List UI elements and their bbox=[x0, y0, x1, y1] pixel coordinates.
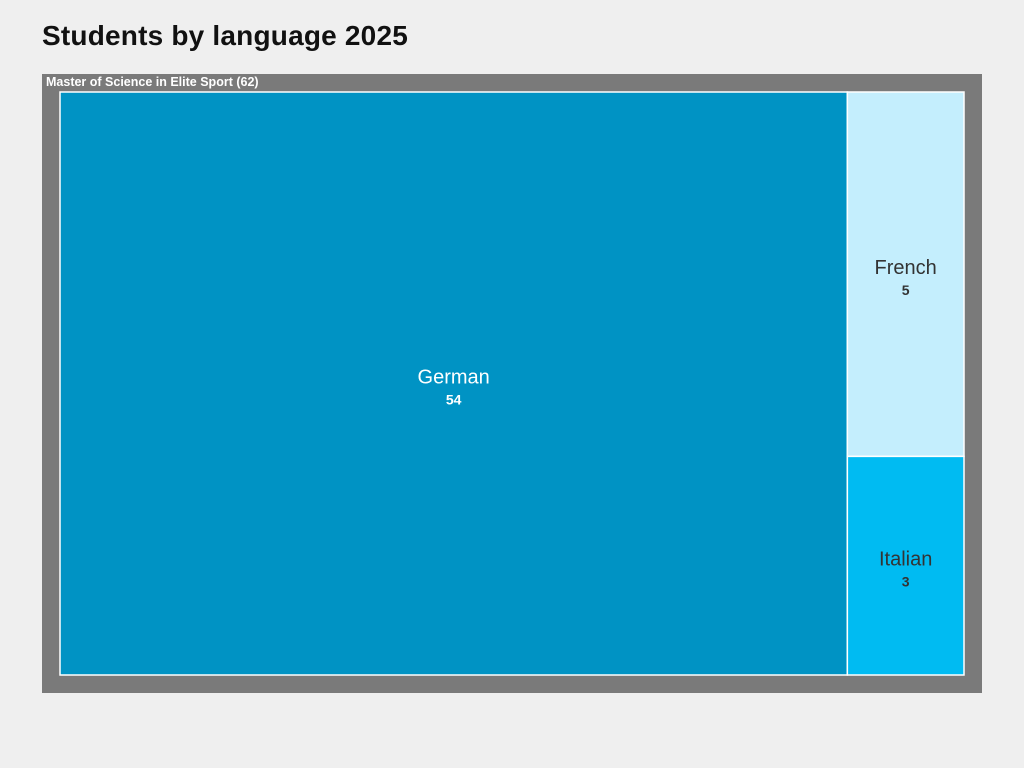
treemap-label-italian: Italian bbox=[879, 549, 932, 571]
treemap-value-french: 5 bbox=[902, 282, 910, 298]
treemap-chart: German 54 French 5 Italian 3 bbox=[59, 91, 965, 676]
treemap-tile-french: French 5 bbox=[846, 91, 965, 458]
treemap-value-italian: 3 bbox=[902, 574, 910, 590]
treemap-group-frame: Master of Science in Elite Sport (62) Ge… bbox=[42, 74, 982, 693]
treemap-rect-italian bbox=[846, 455, 965, 676]
treemap-tile-italian: Italian 3 bbox=[846, 455, 965, 676]
treemap-label-german: German bbox=[418, 367, 490, 389]
treemap-value-german: 54 bbox=[446, 392, 462, 408]
treemap-label-french: French bbox=[875, 257, 937, 279]
treemap-group-label: Master of Science in Elite Sport (62) bbox=[46, 75, 259, 89]
treemap-tile-german: German 54 bbox=[59, 91, 849, 676]
chart-title: Students by language 2025 bbox=[42, 20, 408, 51]
